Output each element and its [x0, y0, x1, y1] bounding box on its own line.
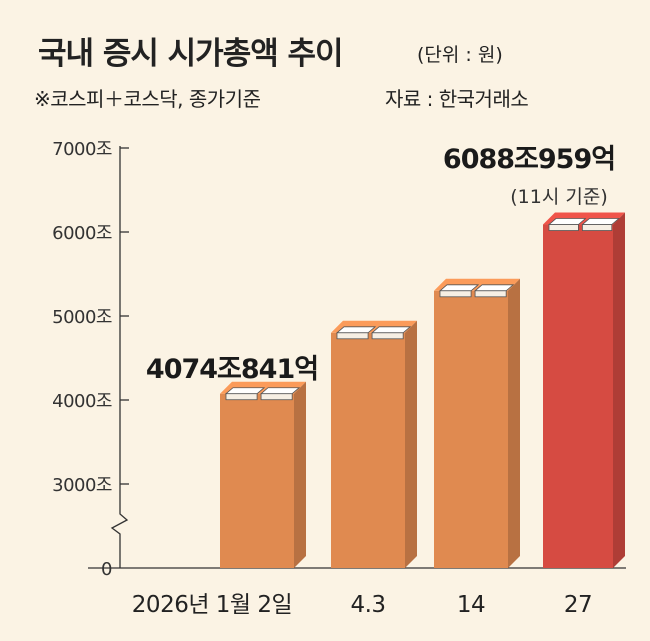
x-tick-label: 4.3: [350, 592, 385, 618]
y-axis: [110, 146, 129, 568]
cash-block-icon: [473, 284, 515, 292]
cash-block-icon: [370, 326, 412, 334]
cash-block-icon: [582, 224, 613, 231]
bar-front: [434, 290, 508, 568]
bar-4: [543, 212, 625, 568]
cash-block-icon: [439, 290, 472, 298]
cash-block-icon: [225, 393, 258, 401]
bar-front: [331, 332, 405, 568]
x-tick-label: 27: [564, 592, 592, 618]
cash-block-icon: [547, 218, 587, 225]
data-label: 4074조841억: [146, 354, 318, 385]
bar-3: [434, 278, 520, 568]
bar-side: [508, 278, 520, 568]
cash-block-icon: [335, 326, 377, 334]
bar-side: [294, 381, 306, 568]
y-tick-label: 0: [101, 559, 112, 580]
bar-1: [220, 381, 306, 568]
unit-label: (단위 : 원): [417, 44, 503, 66]
cash-block-icon: [224, 387, 266, 395]
chart-subtitle: ※코스피＋코스닥, 종가기준: [34, 87, 261, 111]
bar-front: [220, 393, 294, 568]
cash-block-icon: [259, 387, 301, 395]
y-tick-label: 7000조: [52, 139, 112, 160]
data-label-note: (11시 기준): [510, 186, 607, 208]
data-label: 6088조959억: [443, 144, 615, 175]
cash-block-icon: [548, 224, 579, 231]
cash-block-icon: [260, 393, 293, 401]
cash-block-icon: [438, 284, 480, 292]
source-label: 자료 : 한국거래소: [385, 87, 529, 111]
x-tick-label: 2026년 1월 2일: [132, 592, 292, 618]
bar-2: [331, 320, 417, 568]
bar-side: [405, 320, 417, 568]
bar-side: [613, 212, 625, 568]
x-tick-label: 14: [457, 592, 485, 618]
bar-front: [543, 224, 613, 568]
cash-block-icon: [371, 332, 404, 340]
y-tick-label: 5000조: [52, 307, 112, 328]
y-tick-label: 3000조: [52, 475, 112, 496]
y-tick-label: 4000조: [52, 391, 112, 412]
chart-title: 국내 증시 시가총액 추이: [38, 36, 344, 72]
y-tick-label: 6000조: [52, 223, 112, 244]
cash-block-icon: [474, 290, 507, 298]
cash-block-icon: [581, 218, 620, 225]
cash-block-icon: [336, 332, 369, 340]
